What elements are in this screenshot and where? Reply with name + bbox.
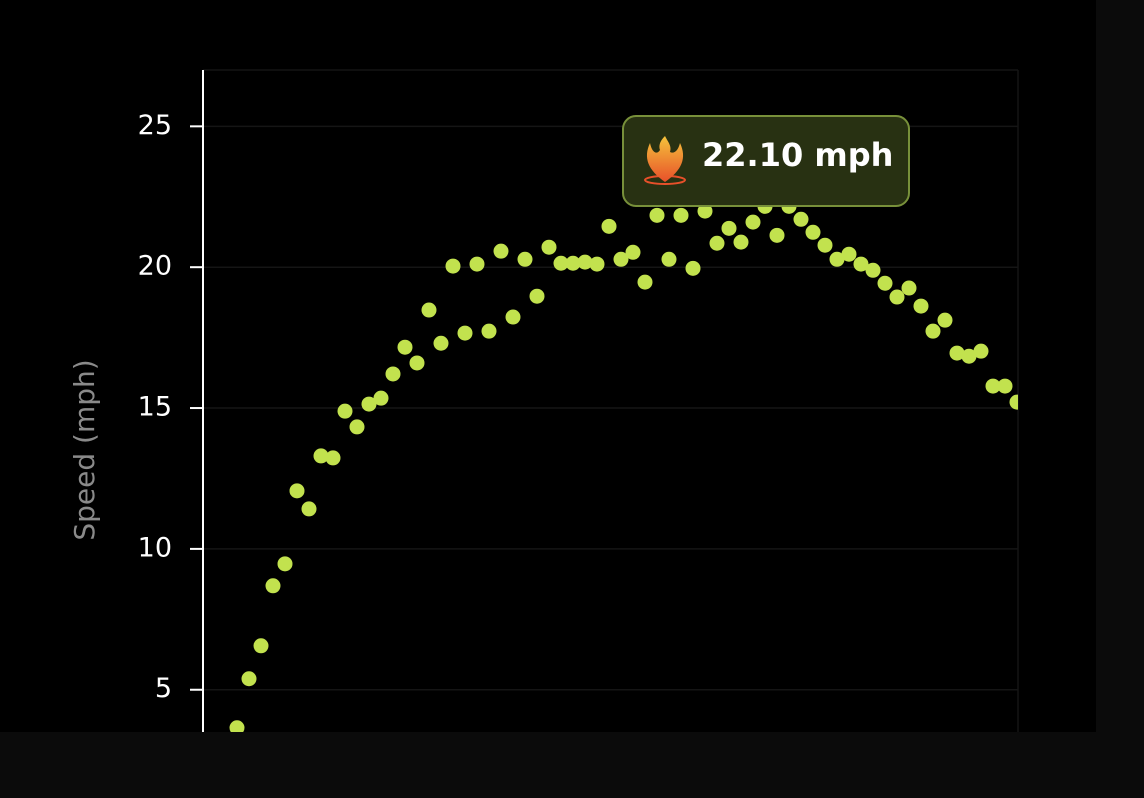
point: [889, 289, 905, 305]
point: [625, 244, 641, 260]
point: [793, 211, 809, 227]
point: [265, 578, 281, 594]
point: [457, 325, 473, 341]
y-axis-label: Speed (mph): [68, 359, 101, 540]
point: [973, 343, 989, 359]
point: [253, 638, 269, 654]
point: [709, 235, 725, 251]
point: [925, 323, 941, 339]
point: [853, 256, 869, 272]
y-tick-label: 10: [138, 532, 172, 563]
point: [721, 220, 737, 236]
point: [385, 366, 401, 382]
point: [589, 256, 605, 272]
point: [913, 298, 929, 314]
point: [517, 251, 533, 267]
bottom-strip: [0, 732, 1144, 798]
point: [613, 251, 629, 267]
point: [769, 227, 785, 243]
point: [637, 274, 653, 290]
point: [697, 203, 713, 219]
point: [985, 378, 1001, 394]
point: [505, 309, 521, 325]
point: [529, 288, 545, 304]
point: [577, 254, 593, 270]
point: [325, 450, 341, 466]
point: [241, 671, 257, 687]
point: [301, 501, 317, 517]
point: [397, 339, 413, 355]
point: [997, 378, 1013, 394]
point: [313, 448, 329, 464]
point: [685, 260, 701, 276]
point: [481, 323, 497, 339]
point: [673, 207, 689, 223]
y-tick-label: 25: [138, 110, 172, 141]
point: [409, 355, 425, 371]
point: [961, 348, 977, 364]
tooltip-icon: [646, 136, 684, 182]
point: [289, 483, 305, 499]
point: [877, 275, 893, 291]
point: [901, 280, 917, 296]
side-strip: [1096, 0, 1144, 798]
point: [601, 218, 617, 234]
point: [373, 390, 389, 406]
points: [229, 198, 1018, 732]
point: [733, 234, 749, 250]
point: [277, 556, 293, 572]
tooltip-text: 22.10 mph: [702, 136, 893, 174]
point: [649, 207, 665, 223]
point: [421, 302, 437, 318]
point: [469, 256, 485, 272]
point: [661, 251, 677, 267]
plot-background: [0, 0, 1096, 732]
point: [541, 239, 557, 255]
point: [841, 246, 857, 262]
point: [433, 335, 449, 351]
point: [349, 419, 365, 435]
point: [1009, 394, 1018, 410]
point: [745, 214, 761, 230]
y-tick-label: 15: [138, 392, 172, 423]
y-tick-label: 20: [138, 251, 172, 282]
point: [337, 403, 353, 419]
y-tick-label: 5: [155, 673, 172, 704]
point: [493, 243, 509, 259]
point: [829, 251, 845, 267]
point: [553, 255, 569, 271]
point: [445, 258, 461, 274]
point: [949, 345, 965, 361]
point: [865, 262, 881, 278]
tooltip-box: [622, 115, 910, 207]
point: [805, 224, 821, 240]
point: [361, 396, 377, 412]
point: [817, 237, 833, 253]
point: [937, 312, 953, 328]
tooltip: 22.10 mph: [622, 115, 910, 207]
point: [565, 255, 581, 271]
point: [229, 720, 245, 732]
